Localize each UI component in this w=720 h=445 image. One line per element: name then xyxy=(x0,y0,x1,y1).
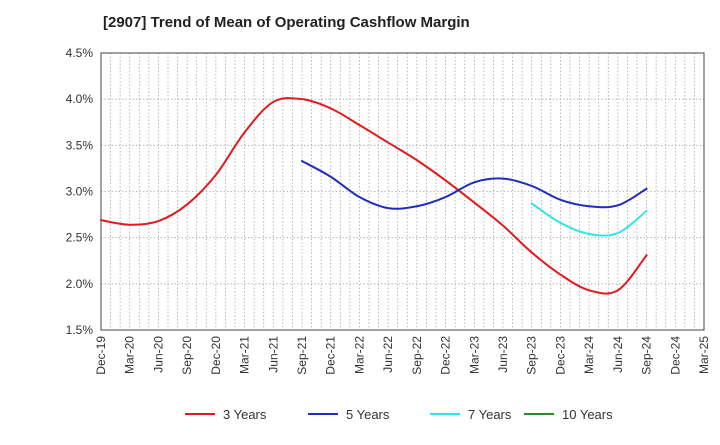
x-tick-label: Mar-23 xyxy=(467,336,481,374)
x-tick-label: Mar-20 xyxy=(123,336,137,374)
y-axis: 1.5% 2.0% 2.5% 3.0% 3.5% 4.0% 4.5% xyxy=(66,46,94,337)
x-tick-label: Sep-24 xyxy=(640,336,654,375)
x-tick-label: Dec-21 xyxy=(324,336,338,375)
x-tick-label: Sep-21 xyxy=(295,336,309,375)
legend-label: 10 Years xyxy=(562,407,613,422)
y-tick-label: 4.0% xyxy=(66,92,94,106)
legend-label: 3 Years xyxy=(223,407,267,422)
grid xyxy=(101,53,704,330)
y-tick-label: 3.0% xyxy=(66,185,94,199)
x-tick-label: Jun-22 xyxy=(381,336,395,373)
x-tick-label: Jun-21 xyxy=(266,336,280,373)
x-tick-label: Jun-24 xyxy=(611,336,625,373)
legend-label: 5 Years xyxy=(346,407,390,422)
y-tick-label: 2.0% xyxy=(66,277,94,291)
x-axis: Dec-19 Mar-20 Jun-20 Sep-20 Dec-20 Mar-21 Jun-… xyxy=(94,336,711,375)
y-tick-label: 4.5% xyxy=(66,46,94,60)
x-tick-label: Dec-22 xyxy=(439,336,453,375)
series-line-7-years xyxy=(530,202,648,237)
x-tick-label: Mar-24 xyxy=(582,336,596,374)
legend: 3 Years 5 Years 7 Years 10 Years xyxy=(185,407,613,422)
chart-title: [2907] Trend of Mean of Operating Cashfl… xyxy=(103,14,470,31)
x-tick-label: Jun-20 xyxy=(151,336,165,373)
x-tick-label: Mar-25 xyxy=(697,336,711,374)
x-tick-label: Jun-23 xyxy=(496,336,510,373)
y-tick-label: 2.5% xyxy=(66,231,94,245)
legend-label: 7 Years xyxy=(468,407,512,422)
x-tick-label: Mar-22 xyxy=(352,336,366,374)
x-tick-label: Sep-22 xyxy=(410,336,424,375)
x-tick-label: Dec-19 xyxy=(94,336,108,375)
series-line-5-years xyxy=(301,160,648,210)
x-tick-label: Dec-24 xyxy=(668,336,682,375)
series-lines xyxy=(100,97,648,295)
y-tick-label: 1.5% xyxy=(66,323,94,337)
plot-frame xyxy=(100,52,705,331)
x-tick-label: Dec-23 xyxy=(553,336,567,375)
x-tick-label: Sep-23 xyxy=(525,336,539,375)
x-tick-label: Sep-20 xyxy=(180,336,194,375)
y-tick-label: 3.5% xyxy=(66,138,94,152)
x-tick-label: Mar-21 xyxy=(238,336,252,374)
series-line-3-years xyxy=(100,97,648,295)
x-tick-label: Dec-20 xyxy=(209,336,223,375)
